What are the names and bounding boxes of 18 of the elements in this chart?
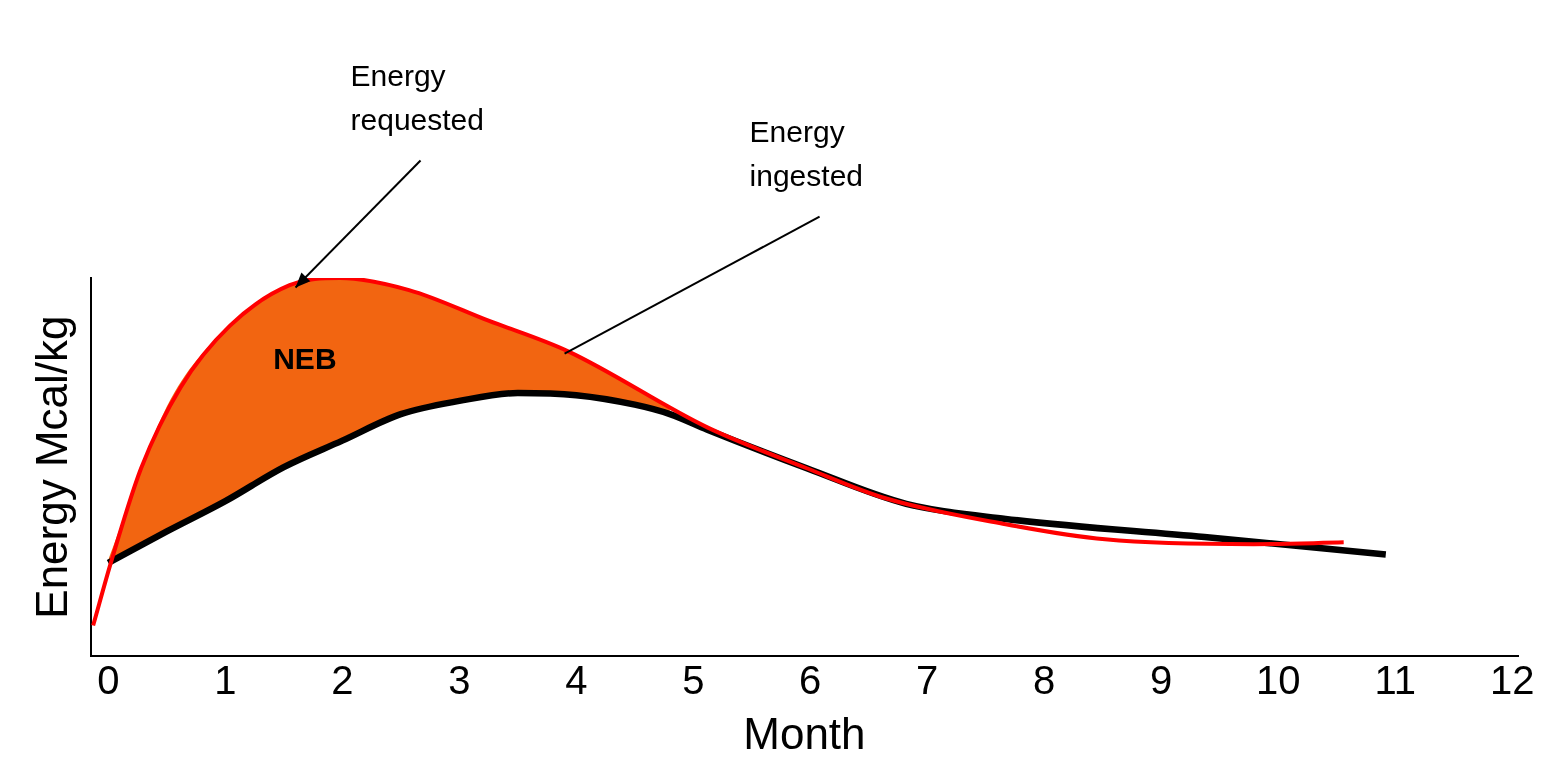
x-tick-label: 9 (1150, 658, 1173, 703)
x-tick-label: 5 (682, 658, 705, 703)
annotation: Energy requested (350, 58, 484, 136)
x-tick-label: 6 (799, 658, 822, 703)
x-tick-label: 1 (214, 658, 237, 703)
x-tick-label: 7 (916, 658, 939, 703)
y-axis-title: Energy Mcal/kg (26, 315, 76, 619)
x-tick-label: 11 (1374, 658, 1416, 703)
annotation: Energy ingested (749, 114, 864, 192)
annotation: NEB (273, 342, 337, 376)
x-tick-label: 0 (97, 658, 120, 703)
x-tick-label: 4 (565, 658, 588, 703)
x-tick-label: 8 (1033, 658, 1056, 703)
x-tick-label: 2 (331, 658, 354, 703)
x-axis-title: Month (743, 708, 866, 758)
x-tick-label: 10 (1255, 658, 1301, 703)
x-tick-label: 3 (448, 658, 471, 703)
x-tick-label: 12 (1489, 658, 1535, 703)
